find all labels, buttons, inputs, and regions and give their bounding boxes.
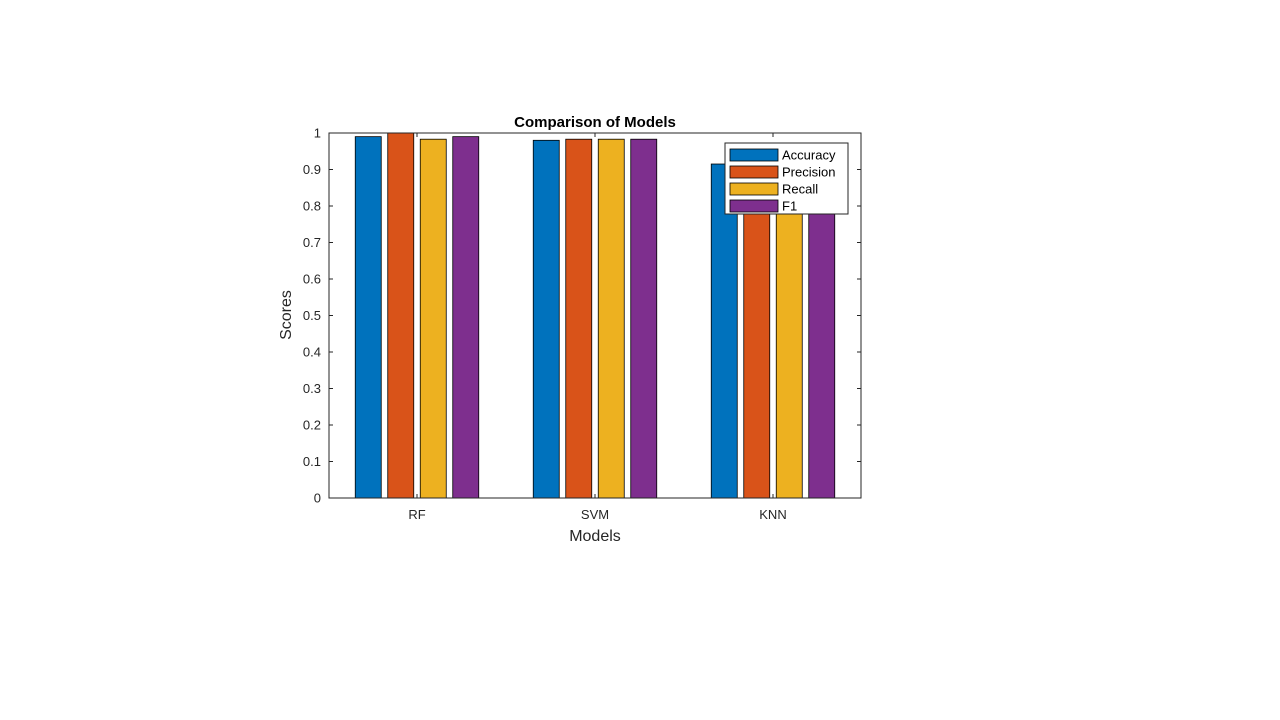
legend-swatch <box>729 165 779 179</box>
x-axis-label: Models <box>569 528 621 545</box>
bar-precision-rf <box>387 132 415 499</box>
y-tick-label: 0.9 <box>303 162 321 177</box>
bar-accuracy-svm <box>532 139 560 499</box>
y-tick-label: 0.2 <box>303 418 321 433</box>
x-tick-label: KNN <box>759 507 786 522</box>
x-tick-label: RF <box>408 507 425 522</box>
legend-label: Recall <box>782 182 818 197</box>
bar-series-group <box>354 132 836 499</box>
chart-title: Comparison of Models <box>514 114 676 131</box>
plot-frame <box>328 132 862 499</box>
legend: Accuracy Precision Recall F1 <box>724 142 849 215</box>
legend-label: Accuracy <box>782 148 836 163</box>
x-axis-ticks: RF SVM KNN <box>408 133 787 522</box>
y-axis-label: Scores <box>278 290 295 340</box>
bar-accuracy-rf <box>354 136 382 499</box>
legend-label: F1 <box>782 199 797 214</box>
y-tick-label: 0.1 <box>303 454 321 469</box>
bar-precision-knn <box>743 165 771 499</box>
y-axis-ticks: 0 0.1 0.2 0.3 0.4 0.5 0.6 0.7 0.8 0.9 1 <box>303 126 861 506</box>
y-tick-label: 0.8 <box>303 199 321 214</box>
bar-accuracy-knn <box>710 163 738 499</box>
bar-f1-svm <box>630 138 658 499</box>
bar-recall-knn <box>775 167 803 499</box>
y-tick-label: 0.6 <box>303 272 321 287</box>
y-tick-label: 1 <box>314 126 321 141</box>
bar-recall-rf <box>419 138 447 499</box>
bar-f1-rf <box>452 136 480 499</box>
bar-recall-svm <box>597 138 625 499</box>
legend-swatch <box>729 182 779 196</box>
legend-label: Precision <box>782 165 835 180</box>
y-tick-label: 0.7 <box>303 235 321 250</box>
bar-precision-svm <box>565 138 593 499</box>
y-tick-label: 0.4 <box>303 345 321 360</box>
legend-swatch <box>729 199 779 213</box>
y-tick-label: 0.3 <box>303 381 321 396</box>
y-tick-label: 0.5 <box>303 308 321 323</box>
legend-swatch <box>729 148 779 162</box>
bar-f1-knn <box>808 167 836 499</box>
y-tick-label: 0 <box>314 491 321 506</box>
x-tick-label: SVM <box>581 507 609 522</box>
